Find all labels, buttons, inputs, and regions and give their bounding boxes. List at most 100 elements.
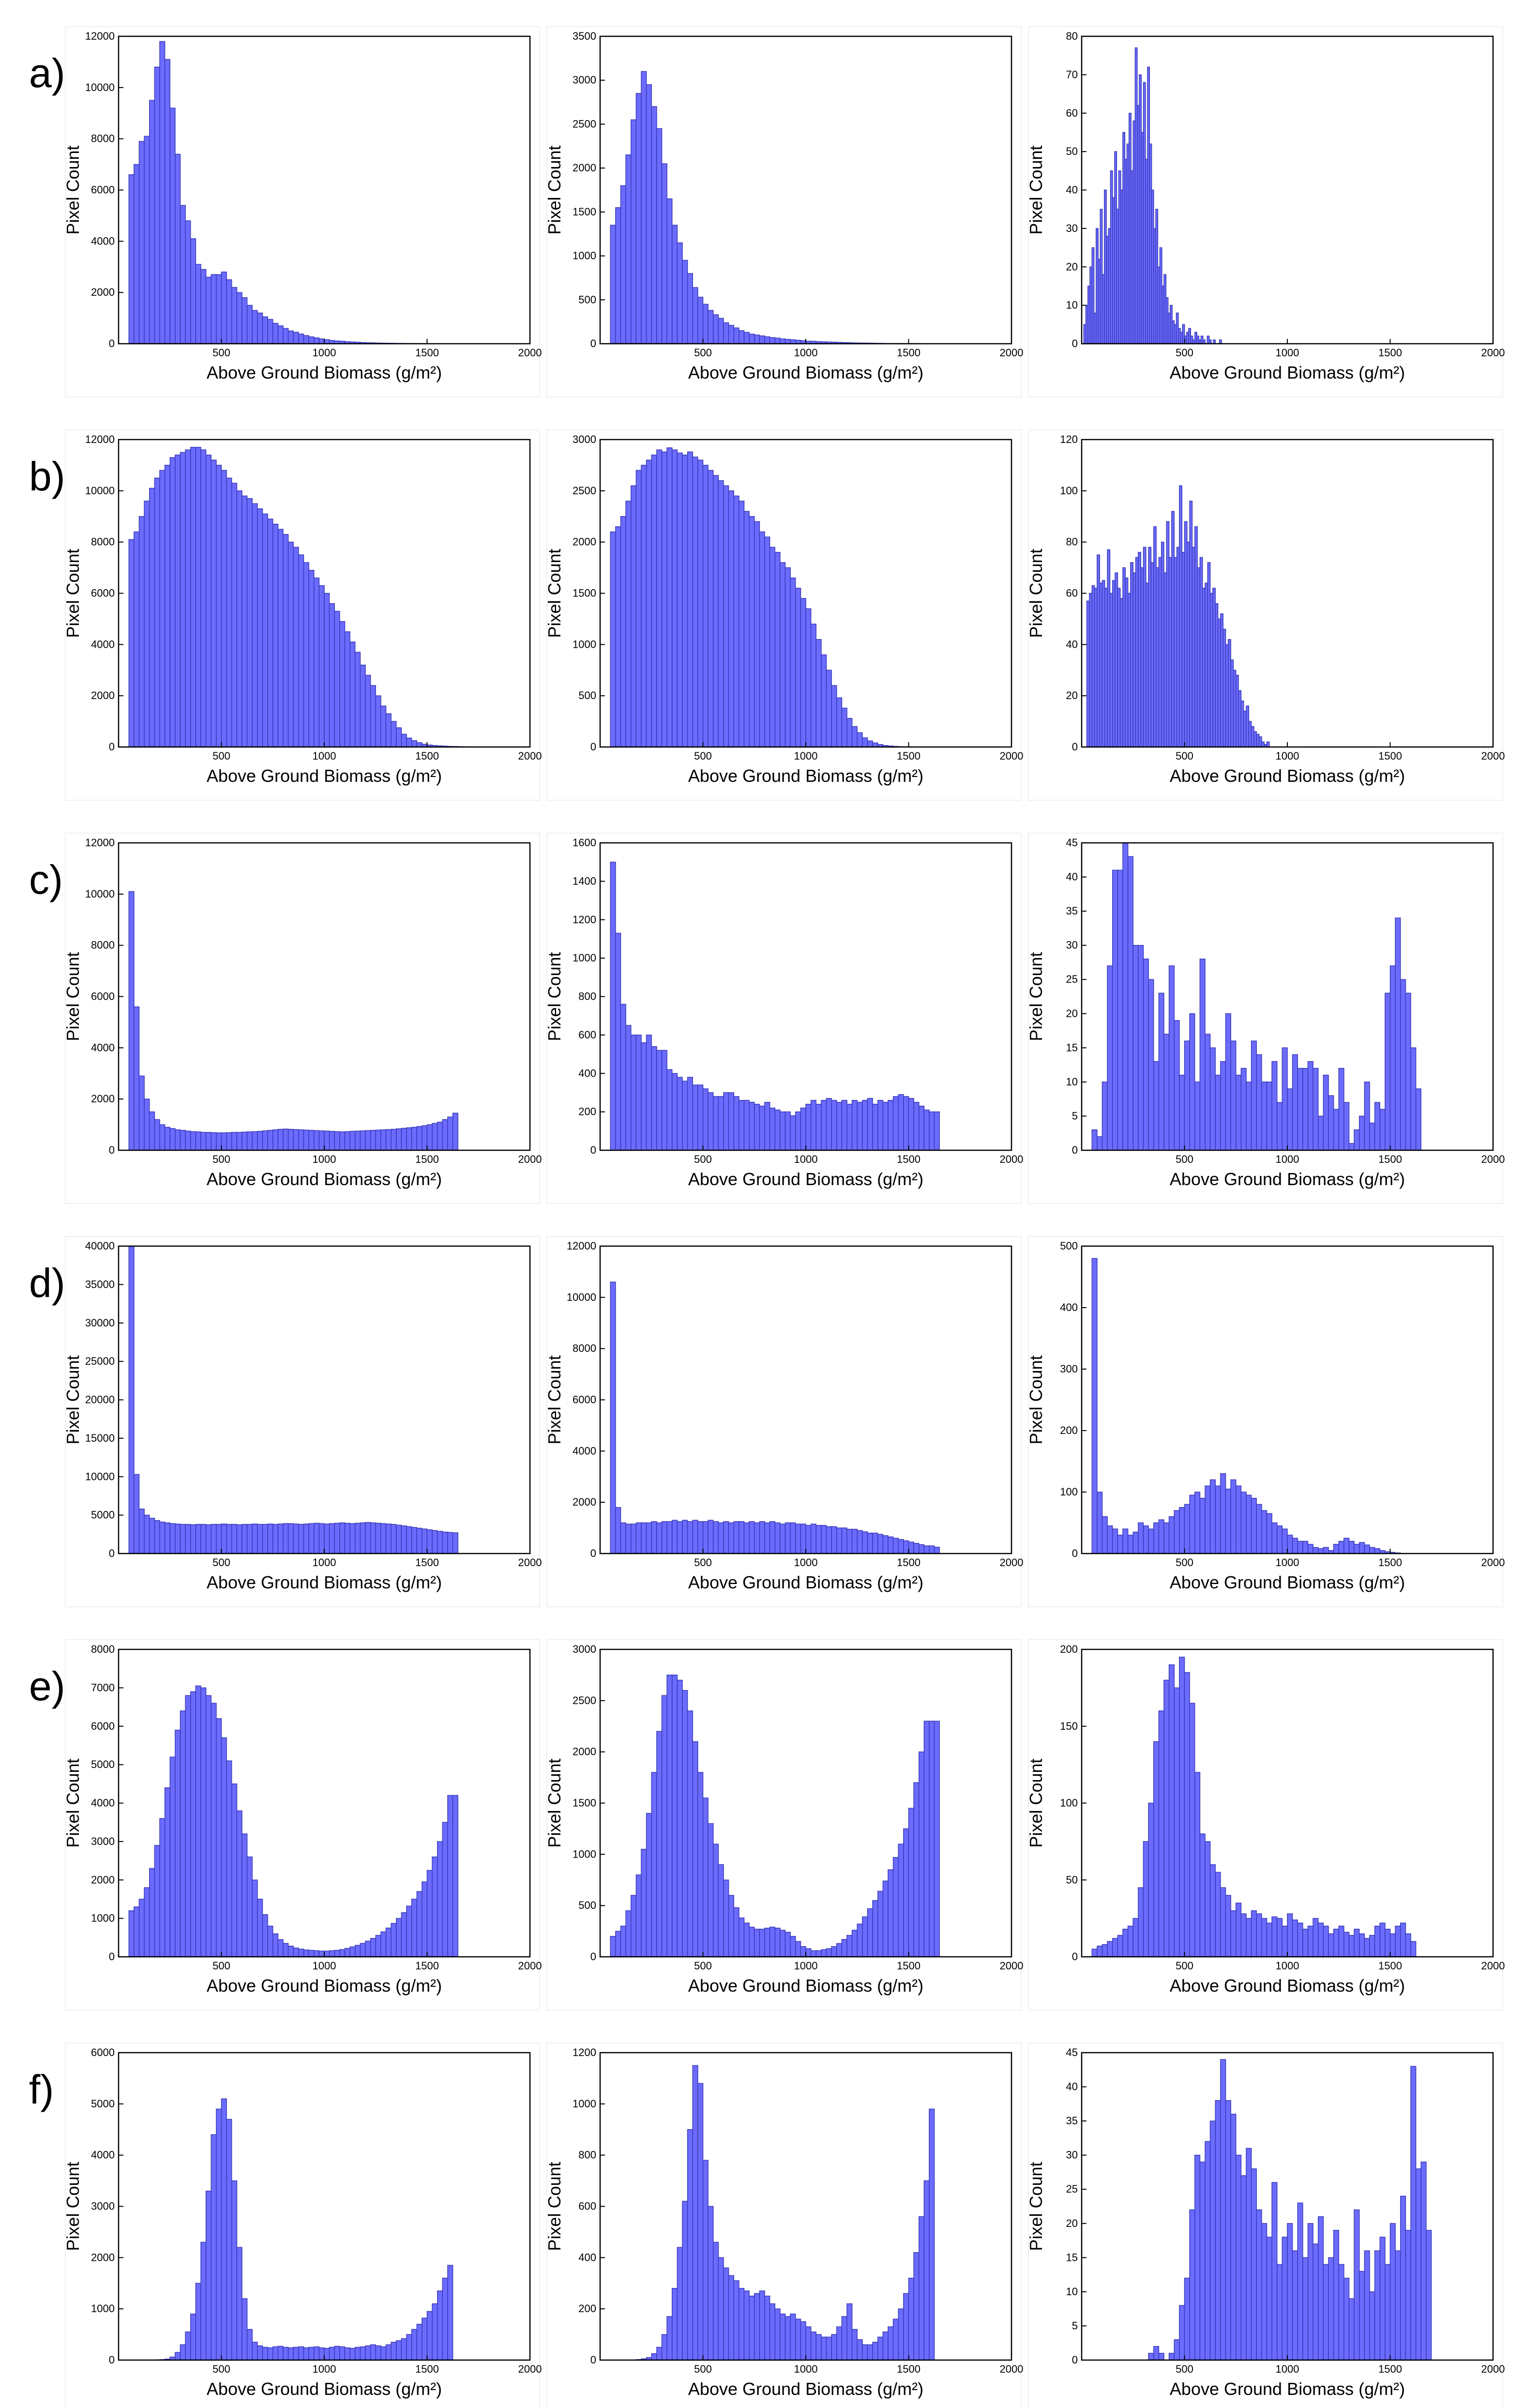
histogram-bar (687, 1710, 693, 1957)
histogram-bar (1338, 1067, 1344, 1151)
y-axis-title: Pixel Count (63, 2162, 83, 2251)
histogram-bar (283, 328, 289, 344)
histogram-bar (1127, 1925, 1133, 1957)
y-tick-label: 12000 (567, 1240, 596, 1252)
y-tick-label: 10000 (85, 1470, 115, 1482)
panel-c-2: 500 1000 1500 2000 0 200 400 600 800 1000 1200 1400… (544, 833, 1023, 1204)
histogram-bar (195, 1685, 201, 1957)
histogram-bar (360, 1522, 366, 1554)
histogram-bar (411, 1527, 417, 1554)
histogram-bar (391, 1128, 397, 1151)
histogram-bar (257, 312, 263, 344)
row-label-e: e) (29, 1663, 65, 1709)
y-tick-label: 1200 (573, 2046, 596, 2058)
histogram-bar (226, 1132, 232, 1151)
y-tick-label: 500 (578, 293, 596, 305)
y-axis-title: Pixel Count (1026, 952, 1046, 1041)
x-tick-label: 500 (212, 1153, 230, 1165)
histogram-bar (277, 325, 284, 344)
y-axis-title: Pixel Count (1026, 1355, 1046, 1444)
histogram-bar (857, 1923, 863, 1957)
histogram-bar (888, 1536, 894, 1554)
y-tick-label: 35 (1066, 2115, 1078, 2127)
histogram-bar (277, 1939, 284, 1957)
x-axis-title: Above Ground Biomass (g/m²) (1170, 2379, 1405, 2399)
y-tick-label: 2500 (573, 485, 596, 497)
histogram-bar (216, 1132, 222, 1151)
histogram-bar (164, 1127, 170, 1151)
histogram-bar (862, 1916, 868, 1957)
histogram-bar (1205, 582, 1208, 747)
x-tick-label: 1500 (415, 2363, 439, 2375)
histogram-bar (672, 2288, 678, 2361)
histogram-bar (1091, 1258, 1098, 1554)
y-axis-title: Pixel Count (1026, 145, 1046, 234)
histogram-bar (241, 297, 248, 344)
histogram-bar (134, 164, 140, 344)
histogram-bar (867, 1532, 873, 1554)
histogram-bar (344, 1131, 350, 1151)
histogram-bar (1209, 1479, 1216, 1554)
histogram-bar (298, 554, 304, 747)
histogram-bar (672, 449, 678, 747)
y-tick-label: 6000 (91, 587, 115, 599)
y-tick-label: 4000 (91, 1041, 115, 1053)
histogram-bar (128, 1246, 135, 1554)
y-tick-label: 120 (1060, 433, 1078, 445)
x-tick-label: 1000 (1276, 1153, 1299, 1165)
histogram-bar (422, 1125, 428, 1151)
histogram-bar (308, 336, 315, 344)
histogram-bar (780, 562, 786, 747)
histogram-bar (267, 1129, 273, 1151)
histogram-bar (1251, 1910, 1257, 1957)
histogram-bar (1395, 917, 1401, 1151)
histogram-bar (780, 338, 786, 344)
x-axis-title: Above Ground Biomass (g/m²) (207, 363, 442, 382)
histogram-bar (851, 2329, 858, 2361)
histogram-bar (631, 1524, 637, 1554)
x-tick-label: 2000 (518, 2363, 542, 2375)
x-tick-label: 2000 (518, 1153, 542, 1165)
histogram-bar (697, 1084, 704, 1151)
y-tick-label: 0 (590, 1951, 596, 1963)
histogram-bar (929, 1111, 935, 1151)
histogram-bar (1277, 2264, 1283, 2361)
y-tick-label: 0 (109, 2354, 115, 2366)
histogram-bar (385, 2344, 392, 2361)
histogram-bar (1292, 2250, 1298, 2361)
histogram-bar (1266, 1513, 1272, 1554)
histogram-bar (1343, 2277, 1350, 2361)
histogram-bar (728, 2275, 734, 2361)
histogram-bar (314, 1950, 320, 1957)
x-tick-label: 2000 (1481, 347, 1505, 359)
histogram-bar (656, 128, 663, 344)
histogram-bar (1333, 1109, 1339, 1151)
histogram-bar (877, 1100, 884, 1151)
histogram-bar (1179, 485, 1182, 747)
histogram-bar (898, 1844, 904, 1957)
histogram-bar (308, 1523, 315, 1554)
histogram-bar (1348, 1143, 1355, 1151)
histogram-bar (138, 1509, 145, 1554)
histogram-bar (908, 2277, 914, 2361)
histogram-bar (1215, 603, 1219, 747)
histogram-bar (1258, 736, 1262, 747)
y-tick-label: 40 (1066, 871, 1078, 883)
histogram-bar (1302, 1540, 1309, 1554)
y-tick-label: 8000 (91, 1643, 115, 1655)
histogram-bar (733, 1521, 739, 1554)
histogram-bar (692, 287, 698, 344)
histogram-bar (857, 2339, 863, 2361)
histogram-bar (1374, 2250, 1380, 2361)
histogram-bar (1107, 549, 1111, 747)
panel-b-3: 500 1000 1500 2000 0 20 40 60 80 100 120 Above Grou… (1026, 429, 1505, 801)
histogram-bar (355, 652, 361, 747)
histogram-bar (749, 1521, 755, 1554)
y-tick-label: 25 (1066, 2183, 1078, 2195)
y-tick-label: 5 (1072, 1110, 1078, 1122)
histogram-bar (923, 1109, 930, 1151)
histogram-bar (180, 1524, 186, 1554)
histogram-bar (324, 1951, 330, 1957)
histogram-bar (303, 1524, 309, 1554)
histogram-bar (159, 41, 166, 344)
